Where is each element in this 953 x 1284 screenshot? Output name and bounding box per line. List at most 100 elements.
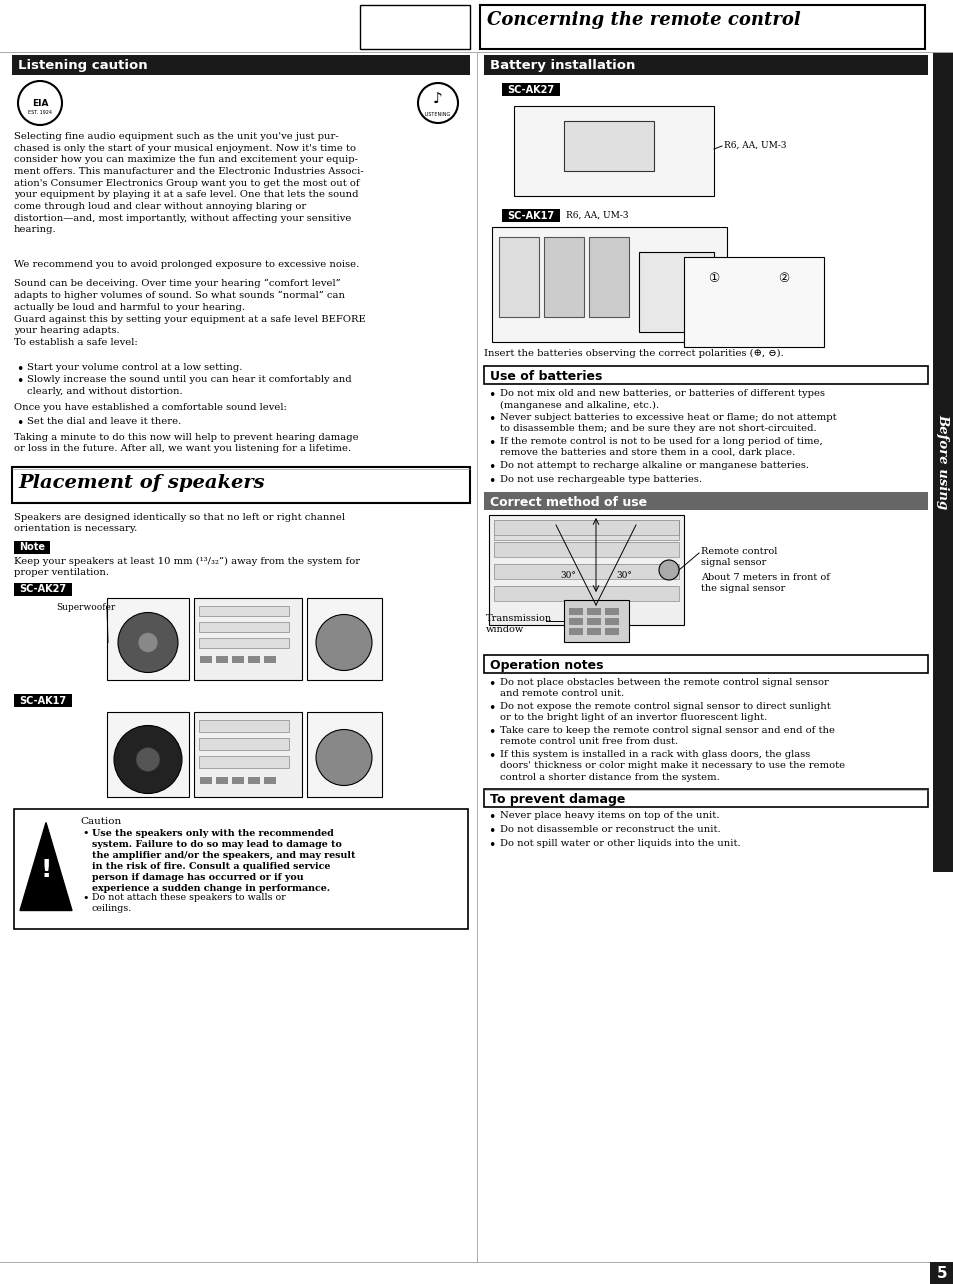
Circle shape bbox=[118, 612, 178, 673]
Bar bbox=[492, 227, 726, 342]
Text: R6, AA, UM-3: R6, AA, UM-3 bbox=[723, 141, 785, 150]
Text: •: • bbox=[488, 750, 496, 763]
Bar bbox=[199, 606, 289, 615]
Text: Before using: Before using bbox=[936, 415, 948, 510]
Text: Never subject batteries to excessive heat or flame; do not attempt
to disassembl: Never subject batteries to excessive hea… bbox=[499, 413, 836, 434]
Bar bbox=[568, 628, 582, 636]
Bar bbox=[483, 366, 927, 384]
Text: R6, AA, UM-3: R6, AA, UM-3 bbox=[565, 211, 628, 220]
Bar bbox=[12, 55, 470, 74]
Bar bbox=[264, 656, 275, 663]
Bar bbox=[200, 777, 212, 783]
Text: •: • bbox=[16, 363, 24, 376]
Text: Take care to keep the remote control signal sensor and end of the
remote control: Take care to keep the remote control sig… bbox=[499, 725, 834, 746]
Text: Do not spill water or other liquids into the unit.: Do not spill water or other liquids into… bbox=[499, 840, 740, 849]
Bar bbox=[498, 238, 538, 317]
Text: •: • bbox=[83, 892, 90, 903]
Bar bbox=[489, 515, 683, 625]
Bar bbox=[232, 777, 244, 783]
Text: Do not mix old and new batteries, or batteries of different types
(manganese and: Do not mix old and new batteries, or bat… bbox=[499, 389, 824, 410]
Text: 30°: 30° bbox=[559, 570, 576, 579]
Text: 30°: 30° bbox=[616, 570, 631, 579]
Bar bbox=[479, 5, 924, 49]
Bar bbox=[215, 777, 228, 783]
Text: Speakers are designed identically so that no left or right channel
orientation i: Speakers are designed identically so tha… bbox=[14, 512, 345, 533]
Text: To prevent damage: To prevent damage bbox=[490, 792, 625, 805]
Text: ♪: ♪ bbox=[433, 91, 442, 107]
Polygon shape bbox=[20, 823, 71, 910]
Text: Slowly increase the sound until you can hear it comfortably and
clearly, and wit: Slowly increase the sound until you can … bbox=[27, 375, 352, 397]
Bar bbox=[494, 586, 679, 601]
Text: Caution: Caution bbox=[80, 817, 121, 826]
Text: Do not attach these speakers to walls or
ceilings.: Do not attach these speakers to walls or… bbox=[91, 892, 286, 913]
Bar bbox=[683, 257, 823, 347]
Text: If the remote control is not to be used for a long period of time,
remove the ba: If the remote control is not to be used … bbox=[499, 437, 821, 457]
Bar bbox=[14, 693, 71, 706]
Text: We recommend you to avoid prolonged exposure to excessive noise.: We recommend you to avoid prolonged expo… bbox=[14, 259, 359, 270]
Bar bbox=[193, 597, 302, 679]
Text: Do not expose the remote control signal sensor to direct sunlight
or to the brig: Do not expose the remote control signal … bbox=[499, 702, 830, 723]
Bar bbox=[483, 492, 927, 510]
Text: Operation notes: Operation notes bbox=[490, 659, 603, 672]
Bar bbox=[501, 209, 559, 222]
Text: •: • bbox=[488, 678, 496, 691]
Text: •: • bbox=[83, 828, 90, 838]
Bar bbox=[199, 719, 289, 732]
Text: •: • bbox=[488, 461, 496, 474]
Bar bbox=[494, 520, 679, 535]
Bar bbox=[483, 55, 927, 74]
Bar bbox=[568, 618, 582, 625]
Text: ②: ② bbox=[778, 272, 789, 285]
Bar bbox=[14, 583, 71, 596]
Text: •: • bbox=[488, 725, 496, 740]
Bar bbox=[483, 655, 927, 673]
Bar bbox=[107, 711, 189, 796]
Bar bbox=[604, 628, 618, 636]
Bar bbox=[199, 755, 289, 768]
Bar bbox=[604, 618, 618, 625]
Bar bbox=[588, 238, 628, 317]
Text: Use of batteries: Use of batteries bbox=[490, 370, 601, 383]
Text: Concerning the remote control: Concerning the remote control bbox=[486, 12, 800, 30]
Text: Once you have established a comfortable sound level:: Once you have established a comfortable … bbox=[14, 403, 287, 412]
Text: •: • bbox=[488, 389, 496, 402]
Text: Start your volume control at a low setting.: Start your volume control at a low setti… bbox=[27, 363, 242, 372]
Bar bbox=[307, 711, 381, 796]
Bar bbox=[514, 107, 713, 196]
Text: Listening caution: Listening caution bbox=[18, 59, 148, 72]
Text: •: • bbox=[488, 702, 496, 715]
Text: Do not place obstacles between the remote control signal sensor
and remote contr: Do not place obstacles between the remot… bbox=[499, 678, 828, 698]
Text: Set the dial and leave it there.: Set the dial and leave it there. bbox=[27, 416, 181, 425]
Bar bbox=[492, 227, 726, 342]
Text: Never place heavy items on top of the unit.: Never place heavy items on top of the un… bbox=[499, 811, 719, 820]
Text: •: • bbox=[16, 375, 24, 389]
Circle shape bbox=[659, 560, 679, 580]
Bar bbox=[193, 711, 302, 796]
Bar bbox=[604, 609, 618, 615]
Bar bbox=[200, 656, 212, 663]
Bar bbox=[14, 541, 50, 553]
Text: SC-AK27: SC-AK27 bbox=[507, 85, 554, 95]
Circle shape bbox=[315, 615, 372, 670]
Bar bbox=[494, 520, 679, 535]
Bar bbox=[563, 600, 628, 642]
Text: Remote control
signal sensor: Remote control signal sensor bbox=[700, 547, 777, 568]
Text: Transmission
window: Transmission window bbox=[485, 614, 552, 634]
Text: •: • bbox=[488, 475, 496, 488]
Text: LISTENING: LISTENING bbox=[424, 112, 451, 117]
Bar bbox=[494, 564, 679, 579]
Bar bbox=[107, 597, 189, 679]
Bar bbox=[215, 656, 228, 663]
Bar bbox=[568, 609, 582, 615]
Bar bbox=[514, 107, 713, 196]
Text: Placement of speakers: Placement of speakers bbox=[18, 475, 264, 493]
Bar bbox=[483, 788, 927, 806]
Bar bbox=[501, 83, 559, 96]
Text: •: • bbox=[488, 826, 496, 838]
Text: SC-AK27: SC-AK27 bbox=[19, 584, 67, 594]
Text: •: • bbox=[16, 416, 24, 430]
Bar bbox=[199, 637, 289, 647]
Bar bbox=[494, 542, 679, 557]
Bar bbox=[359, 5, 470, 49]
Text: Sound can be deceiving. Over time your hearing “comfort level”
adapts to higher : Sound can be deceiving. Over time your h… bbox=[14, 279, 365, 347]
